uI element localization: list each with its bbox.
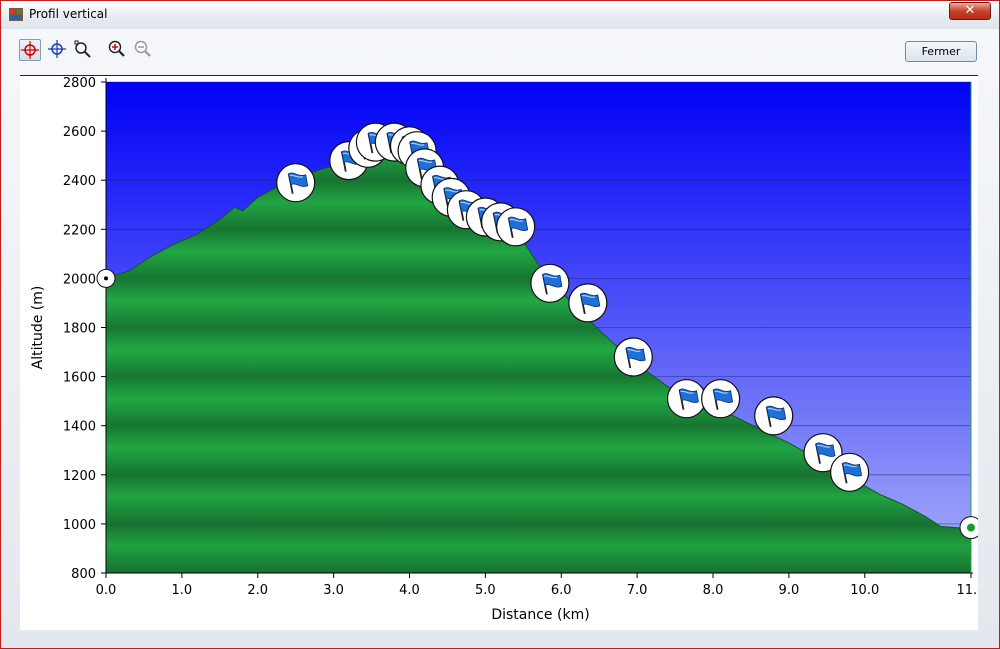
crosshair-select-tool[interactable]: [19, 39, 41, 61]
x-tick-label: 7.0: [627, 583, 648, 598]
y-tick-label: 1600: [63, 371, 96, 386]
x-tick-label: 5.0: [475, 583, 496, 598]
flag-icon[interactable]: [495, 206, 536, 247]
end-point-dot: [967, 523, 975, 532]
waypoint-markers: [96, 122, 983, 540]
y-tick-label: 2000: [63, 272, 96, 287]
x-tick-label: 8.0: [703, 583, 724, 598]
waypoint-flag-icon: [829, 452, 870, 493]
elevation-profile-chart[interactable]: 800 1000 1200 1400 1600 1800 2000 2200 2400 2600 2…: [20, 76, 985, 630]
window-title: Profil vertical: [29, 7, 108, 21]
waypoint-flag-icon: [530, 263, 570, 304]
y-tick-label: 800: [71, 567, 96, 582]
crosshair-move-icon: [48, 40, 66, 58]
x-tick-label: 0.0: [96, 583, 117, 598]
crosshair-move-tool[interactable]: [47, 39, 69, 61]
waypoint-flag-icon: [613, 337, 654, 377]
flag-icon[interactable]: [613, 337, 654, 377]
zoom-in-tool[interactable]: [107, 39, 129, 61]
end-point-marker: [959, 516, 983, 540]
flag-icon[interactable]: [753, 395, 794, 436]
chart-panel: 800 1000 1200 1400 1600 1800 2000 2200 2400 2600 2…: [20, 75, 985, 630]
x-tick-label: 11.4: [957, 583, 978, 598]
y-axis-label: Altitude (m): [30, 286, 46, 370]
zoom-out-icon: [134, 40, 151, 57]
waypoint-flag-icon: [567, 282, 608, 323]
title-bar[interactable]: Profil vertical ✕: [1, 1, 999, 29]
flag-icon[interactable]: [666, 378, 707, 419]
x-tick-label: 9.0: [779, 583, 800, 598]
toolbar: [15, 37, 975, 65]
app-icon: [9, 8, 23, 21]
flag-icon[interactable]: [700, 378, 741, 419]
terrain-band: [106, 523, 971, 573]
y-tick-label: 2800: [63, 76, 96, 91]
zoom-in-icon: [108, 40, 125, 57]
y-tick-label: 1800: [63, 322, 96, 337]
x-tick-label: 3.0: [323, 583, 344, 598]
start-point-marker: [96, 268, 116, 288]
flag-icon[interactable]: [829, 452, 870, 493]
flag-icon[interactable]: [530, 263, 570, 304]
flag-icon[interactable]: [275, 162, 316, 203]
zoom-area-tool[interactable]: [73, 39, 95, 61]
x-tick-label: 4.0: [399, 583, 420, 598]
waypoint-flag-icon: [275, 162, 316, 203]
x-tick-label: 6.0: [551, 583, 572, 598]
y-tick-label: 1400: [63, 420, 96, 435]
zoom-area-icon: [74, 40, 91, 58]
y-tick-label: 2200: [63, 223, 96, 238]
y-tick-label: 2400: [63, 174, 96, 189]
waypoint-flag-icon: [753, 395, 794, 436]
x-axis-label: Distance (km): [491, 607, 589, 623]
fermer-button[interactable]: Fermer: [905, 41, 977, 62]
y-tick-label: 1000: [63, 518, 96, 533]
axes: 800 1000 1200 1400 1600 1800 2000 2200 2400 2600 2…: [30, 76, 985, 623]
waypoint-flag-icon: [666, 378, 707, 419]
terrain-band: [106, 474, 971, 524]
window-close-button[interactable]: ✕: [949, 2, 991, 20]
waypoint-flag-icon: [700, 378, 741, 419]
zoom-out-tool[interactable]: [133, 39, 155, 61]
y-tick-label: 1200: [63, 469, 96, 484]
flag-icon[interactable]: [567, 282, 608, 323]
x-tick-label: 2.0: [247, 583, 268, 598]
start-point-dot: [104, 276, 108, 281]
waypoint-flag-icon: [495, 206, 536, 247]
y-tick-label: 2600: [63, 125, 96, 140]
x-tick-label: 10.0: [850, 583, 879, 598]
x-tick-label: 1.0: [172, 583, 193, 598]
crosshair-select-icon: [21, 41, 39, 59]
